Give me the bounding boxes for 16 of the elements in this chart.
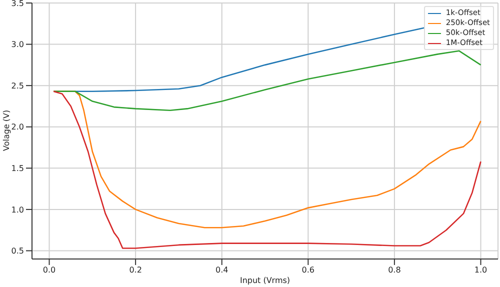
y-tick-label: 2.5: [11, 81, 24, 90]
x-tick-label: 0.2: [129, 266, 142, 275]
x-tick-label: 1.0: [474, 266, 488, 275]
y-tick-label: 3.5: [11, 0, 24, 8]
y-tick-label: 0.5: [11, 246, 24, 256]
x-tick-label: 0.4: [215, 266, 228, 275]
x-tick-label: 0.0: [42, 266, 56, 275]
y-axis-title: Volage (V): [2, 110, 11, 151]
y-tick-label: 1.5: [11, 164, 24, 173]
x-axis-title: Input (Vrms): [240, 276, 290, 285]
y-tick-label: 2.0: [11, 122, 24, 132]
y-tick-label: 3.0: [11, 40, 24, 50]
line-series: [52, 50, 482, 112]
y-tick-label: 1.0: [11, 205, 24, 214]
x-tick-label: 0.6: [302, 266, 315, 275]
x-tick-label: 0.8: [388, 266, 401, 275]
